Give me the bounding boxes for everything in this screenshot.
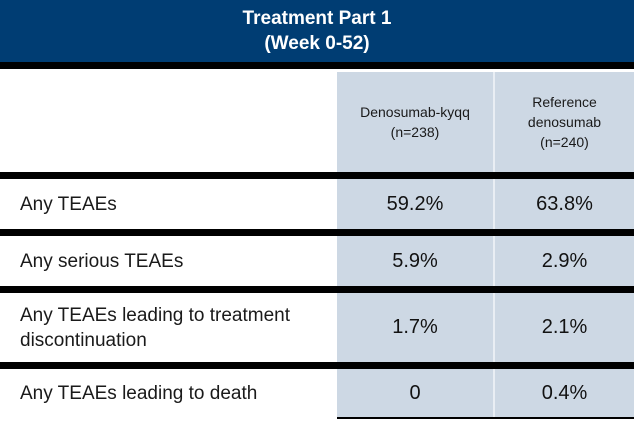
column-header-row: Denosumab-kyqq (n=238) Reference denosum…: [0, 72, 634, 172]
title-divider-bar: [0, 62, 634, 69]
cell-value: 63.8%: [493, 179, 634, 229]
row-divider: [0, 172, 634, 179]
cell-value: 1.7%: [337, 293, 493, 362]
cell-value: 0: [337, 369, 493, 417]
cell-value: 0.4%: [493, 369, 634, 417]
table-row: Any serious TEAEs 5.9% 2.9%: [0, 236, 634, 286]
row-label: Any TEAEs: [0, 179, 337, 229]
column-header-label: Reference denosumab (n=240): [527, 94, 602, 150]
gap-strip: [0, 69, 634, 72]
cell-value: 2.9%: [493, 236, 634, 286]
row-divider: [0, 362, 634, 369]
table-title-banner: Treatment Part 1 (Week 0-52): [0, 0, 634, 62]
column-header-reference-denosumab: Reference denosumab (n=240): [493, 72, 634, 172]
row-label: Any TEAEs leading to treatment discontin…: [0, 293, 337, 362]
title-line-1: Treatment Part 1: [242, 8, 392, 29]
column-header-label: Denosumab-kyqq (n=238): [360, 104, 470, 140]
column-header-denosumab-kyqq: Denosumab-kyqq (n=238): [337, 72, 493, 172]
table-row: Any TEAEs leading to death 0 0.4%: [0, 369, 634, 417]
row-divider: [0, 229, 634, 236]
cell-value: 2.1%: [493, 293, 634, 362]
title-line-2: (Week 0-52): [264, 33, 370, 54]
row-label-column-spacer: [0, 72, 337, 172]
table-bottom-border: [0, 417, 634, 419]
table-row: Any TEAEs 59.2% 63.8%: [0, 179, 634, 229]
bottom-border-line: [337, 417, 634, 419]
row-label: Any serious TEAEs: [0, 236, 337, 286]
table-row: Any TEAEs leading to treatment discontin…: [0, 293, 634, 362]
row-divider: [0, 286, 634, 293]
row-label: Any TEAEs leading to death: [0, 369, 337, 417]
bottom-margin: [0, 419, 634, 421]
bottom-border-spacer: [0, 417, 337, 419]
cell-value: 5.9%: [337, 236, 493, 286]
cell-value: 59.2%: [337, 179, 493, 229]
